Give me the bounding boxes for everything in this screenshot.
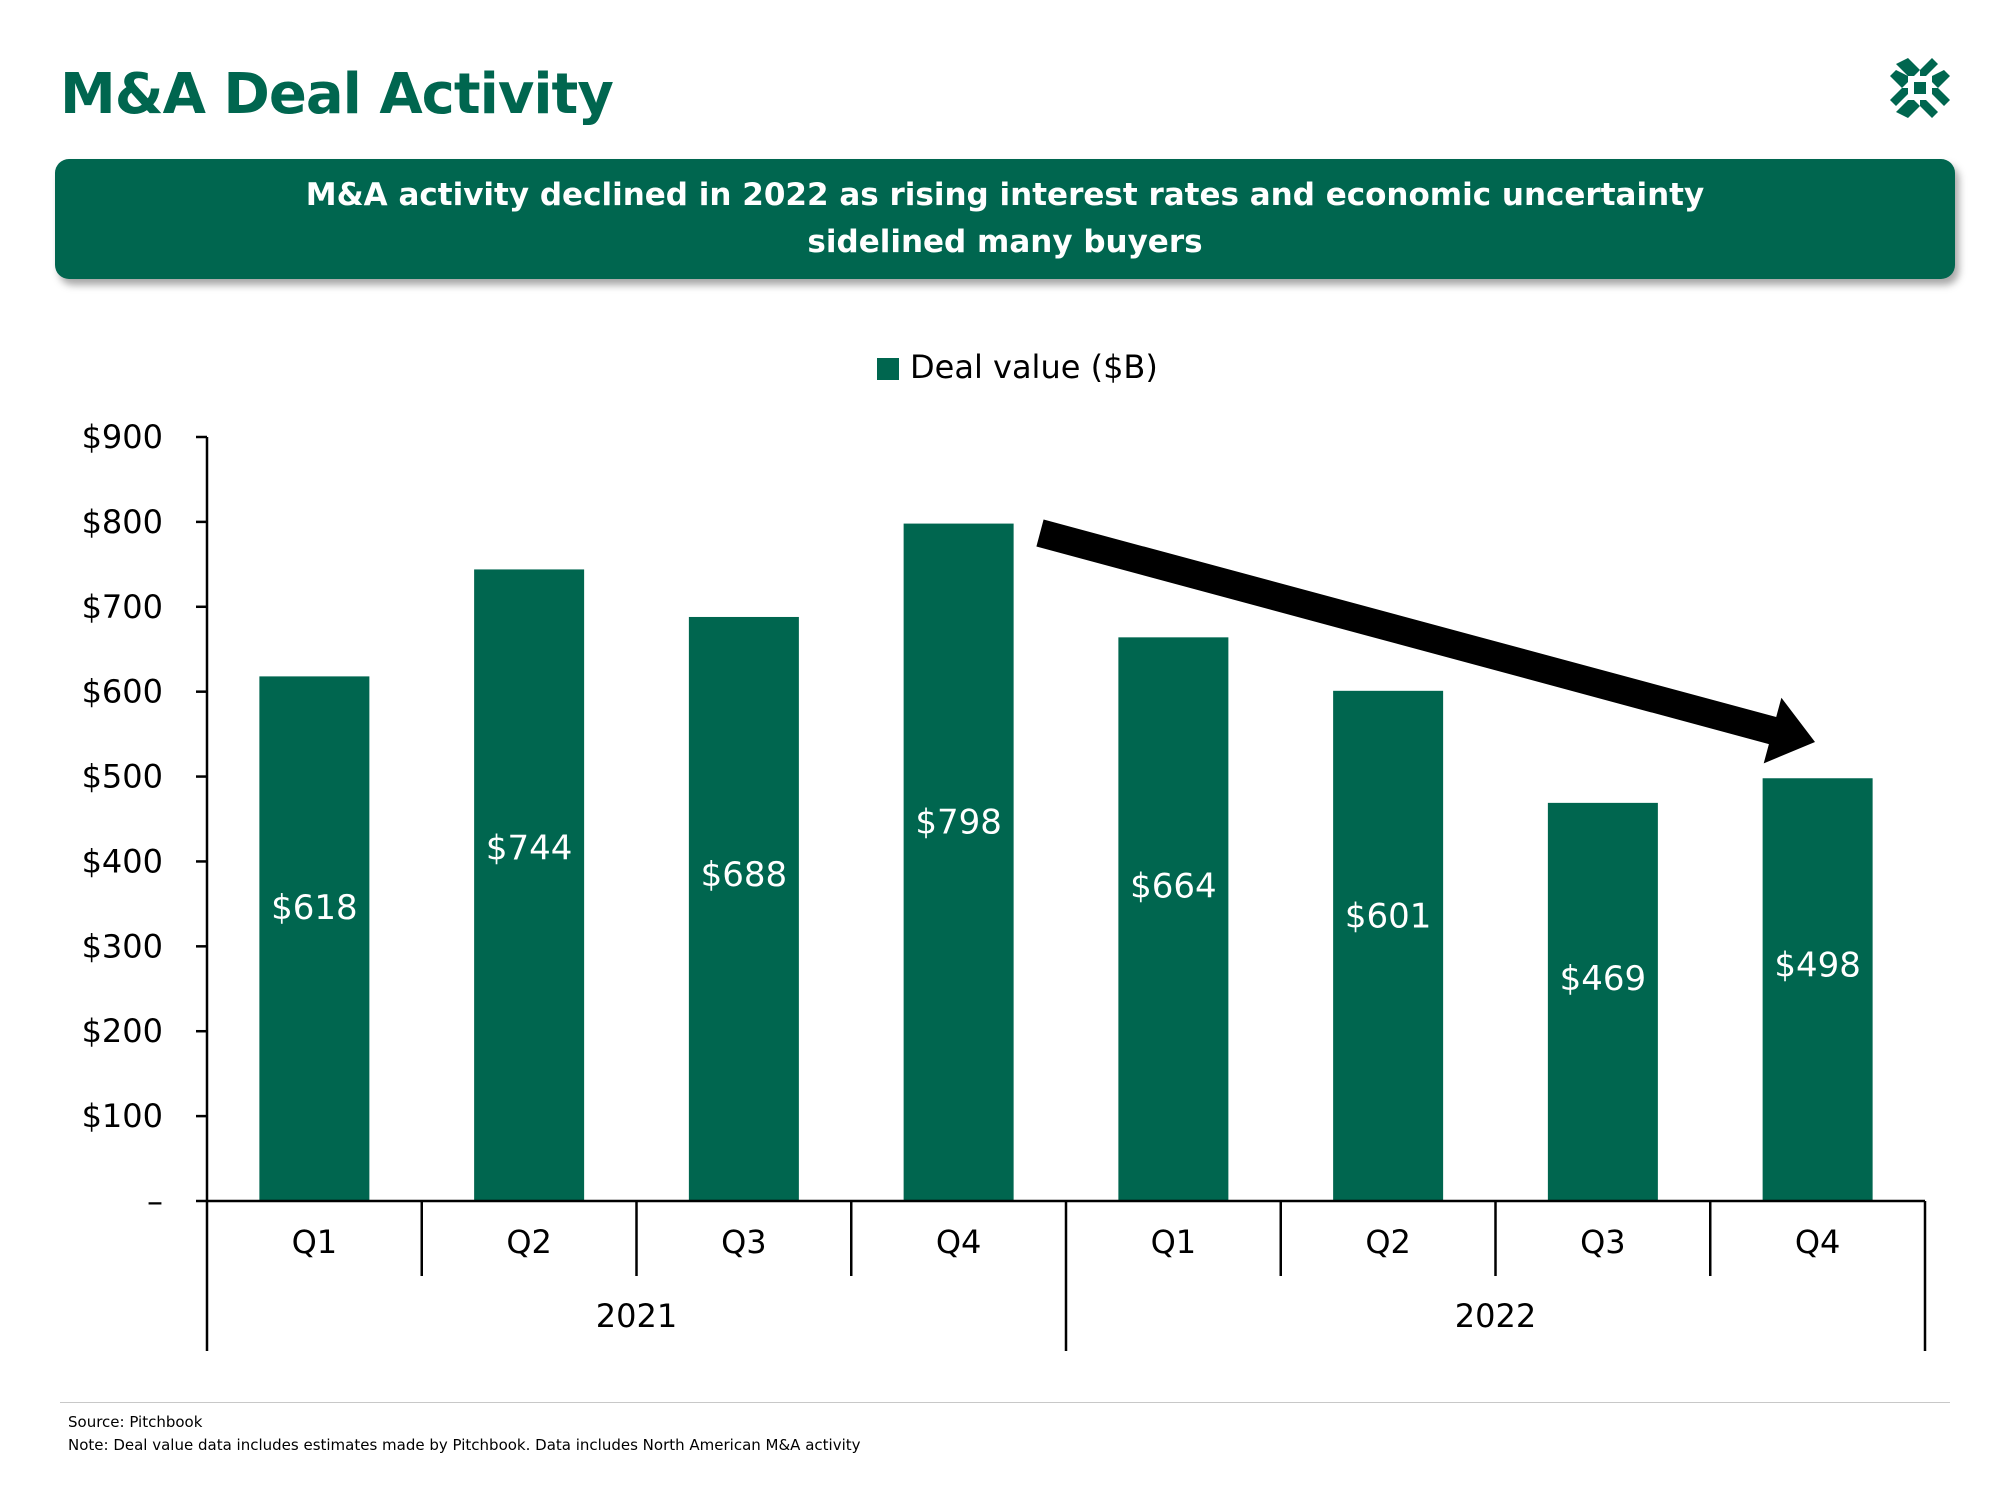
bar-value-label: $469 [1560,959,1647,999]
bar-value-label: $688 [701,855,788,895]
bar-value-label: $744 [486,828,573,868]
footer-divider [60,1402,1950,1403]
data-note: Note: Deal value data includes estimates… [68,1436,861,1454]
page-title: M&A Deal Activity [60,62,614,127]
bar [903,523,1014,1201]
bar [1333,690,1444,1201]
x-group-label: 2021 [596,1297,677,1335]
x-tick-label: Q2 [1365,1223,1411,1261]
bar-value-label: $498 [1774,945,1861,985]
x-group-label: 2022 [1455,1297,1536,1335]
legend-swatch [877,358,899,380]
headline-banner: M&A activity declined in 2022 as rising … [55,159,1955,279]
x-tick-label: Q4 [936,1223,982,1261]
source-note: Source: Pitchbook [68,1413,203,1431]
bar [1118,637,1229,1201]
bar [1547,802,1658,1201]
y-tick-label: $500 [82,758,163,796]
bar-value-label: $798 [915,803,1002,843]
x-tick-label: Q1 [292,1223,338,1261]
x-tick-label: Q3 [1580,1223,1626,1261]
y-tick-label: $900 [82,418,163,456]
y-tick-label: – [147,1182,163,1220]
bar-value-label: $664 [1130,866,1217,906]
x-tick-label: Q1 [1151,1223,1197,1261]
bar-value-label: $618 [271,888,358,928]
y-tick-label: $800 [82,503,163,541]
bar [1762,778,1873,1201]
x-tick-label: Q3 [721,1223,767,1261]
y-tick-label: $200 [82,1012,163,1050]
x-tick-label: Q4 [1795,1223,1841,1261]
bar-value-label: $601 [1345,896,1432,936]
y-tick-label: $300 [82,927,163,965]
y-tick-label: $400 [82,842,163,880]
bar [688,616,799,1201]
y-tick-label: $600 [82,673,163,711]
y-tick-label: $700 [82,588,163,626]
x-tick-label: Q2 [506,1223,552,1261]
down-arrow-icon [1036,519,1815,764]
logo-icon [1890,58,1950,118]
bar [474,569,585,1201]
bar [259,676,370,1201]
y-tick-label: $100 [82,1097,163,1135]
legend-label: Deal value ($B) [910,348,1158,386]
headline-text: M&A activity declined in 2022 as rising … [305,177,1705,260]
